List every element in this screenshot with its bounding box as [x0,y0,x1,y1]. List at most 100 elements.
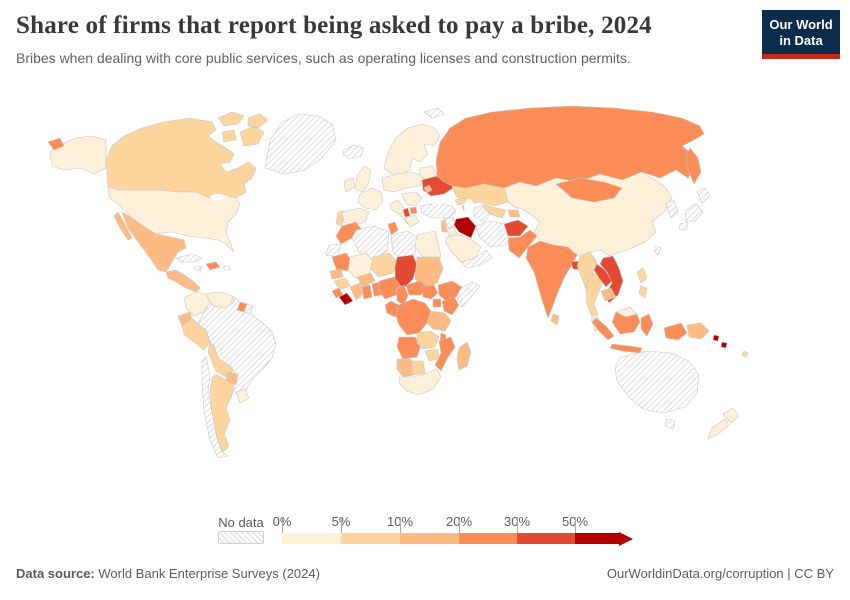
black-sea [427,196,447,204]
region-philippines[interactable] [636,267,648,299]
region-france[interactable] [357,187,384,211]
region-scandinavia[interactable] [383,123,441,175]
legend-segment-50-plus[interactable] [575,533,619,544]
region-papua-new-guinea[interactable] [686,322,710,340]
region-greenland[interactable] [264,113,337,175]
region-drc[interactable] [394,298,432,336]
region-pakistan[interactable] [507,229,538,259]
region-ghana[interactable] [361,284,373,300]
region-albania[interactable] [402,207,411,218]
region-burkina-faso[interactable] [356,272,376,288]
region-cambodia[interactable] [600,287,617,302]
region-cuba[interactable] [175,253,203,263]
region-germany-central-europe[interactable] [381,171,425,193]
region-iraq[interactable] [453,216,477,239]
region-senegal[interactable] [329,268,344,280]
region-niger[interactable] [370,252,398,278]
region-tajikistan[interactable] [507,209,521,218]
region-puerto-rico[interactable] [223,265,231,271]
region-central-america[interactable] [165,269,201,293]
region-jordan[interactable] [446,226,458,237]
region-tunisia[interactable] [387,221,399,236]
region-sumatra[interactable] [591,317,615,341]
region-borneo-indonesia[interactable] [611,311,641,335]
region-congo-gabon[interactable] [384,300,400,318]
region-moldova[interactable] [423,184,433,194]
region-balkans[interactable] [401,191,423,207]
region-korea[interactable] [665,199,679,219]
region-nigeria[interactable] [378,276,401,300]
region-iceland[interactable] [342,144,365,160]
region-namibia[interactable] [396,358,414,378]
region-south-sudan[interactable] [420,284,439,300]
region-sri-lanka[interactable] [550,313,560,326]
owid-logo[interactable]: Our World in Data [762,10,840,60]
region-bolivia[interactable] [207,341,234,378]
region-sulawesi[interactable] [640,313,654,337]
legend-segment-20-30[interactable] [459,533,517,544]
region-madagascar[interactable] [456,341,472,371]
region-sudan[interactable] [414,256,444,290]
region-hispaniola[interactable] [205,261,221,271]
region-india[interactable] [525,240,579,319]
legend-segment-5-10[interactable] [341,533,400,544]
region-egypt[interactable] [414,230,442,258]
region-jamaica[interactable] [193,265,203,272]
region-north-macedonia[interactable] [409,206,418,215]
region-vietnam[interactable] [599,255,624,304]
legend-no-data-swatch[interactable] [218,531,264,544]
region-kamchatka[interactable] [685,147,702,185]
region-mozambique[interactable] [434,336,456,372]
region-australia[interactable] [614,350,700,414]
region-kenya[interactable] [441,296,460,316]
region-solomon-islands[interactable] [712,334,728,349]
region-angola[interactable] [396,336,422,360]
region-chad[interactable] [394,254,418,290]
region-new-zealand[interactable] [707,407,740,439]
region-tasmania[interactable] [664,418,676,430]
legend-segment-30-50[interactable] [517,533,575,544]
footer-link[interactable]: OurWorldinData.org/corruption [606,566,784,581]
region-tanzania[interactable] [426,310,452,332]
region-turkmenistan[interactable] [473,205,491,223]
region-ireland[interactable] [343,177,356,193]
region-taiwan[interactable] [653,245,662,256]
region-chile[interactable] [201,355,229,459]
region-afghanistan[interactable] [503,219,529,237]
legend-segment-0-5[interactable] [282,533,341,544]
region-china[interactable] [503,171,673,257]
region-spain[interactable] [341,207,370,227]
region-svalbard[interactable] [423,107,445,119]
region-java[interactable] [609,343,643,354]
region-uruguay[interactable] [235,388,250,404]
region-libya[interactable] [390,230,418,262]
region-uganda[interactable] [432,298,442,308]
region-turkey[interactable] [419,202,457,219]
region-fiji[interactable] [741,350,749,358]
region-west-papua[interactable] [663,322,688,341]
region-greece[interactable] [404,214,420,228]
region-cameroon[interactable] [395,284,409,306]
region-mongolia[interactable] [555,177,623,203]
region-argentina[interactable] [209,373,235,453]
legend-segment-10-20[interactable] [400,533,459,544]
region-uk[interactable] [354,165,372,193]
region-arctic-islands[interactable] [217,111,269,147]
region-zimbabwe[interactable] [424,348,440,362]
region-russia[interactable] [435,105,705,189]
region-russia-west-tip[interactable] [47,137,65,151]
region-lebanon-israel[interactable] [440,219,448,233]
region-yemen-oman[interactable] [460,249,493,269]
region-botswana[interactable] [410,360,426,376]
region-zambia[interactable] [416,330,440,350]
region-south-africa[interactable] [398,368,442,396]
region-ethiopia[interactable] [437,280,463,302]
region-mexico[interactable] [113,211,187,273]
region-guinea[interactable] [333,277,351,291]
region-japan[interactable] [678,187,711,231]
region-liberia[interactable] [338,292,354,306]
region-somalia[interactable] [456,281,481,308]
region-paraguay[interactable] [225,371,239,386]
region-mali[interactable] [347,252,374,280]
